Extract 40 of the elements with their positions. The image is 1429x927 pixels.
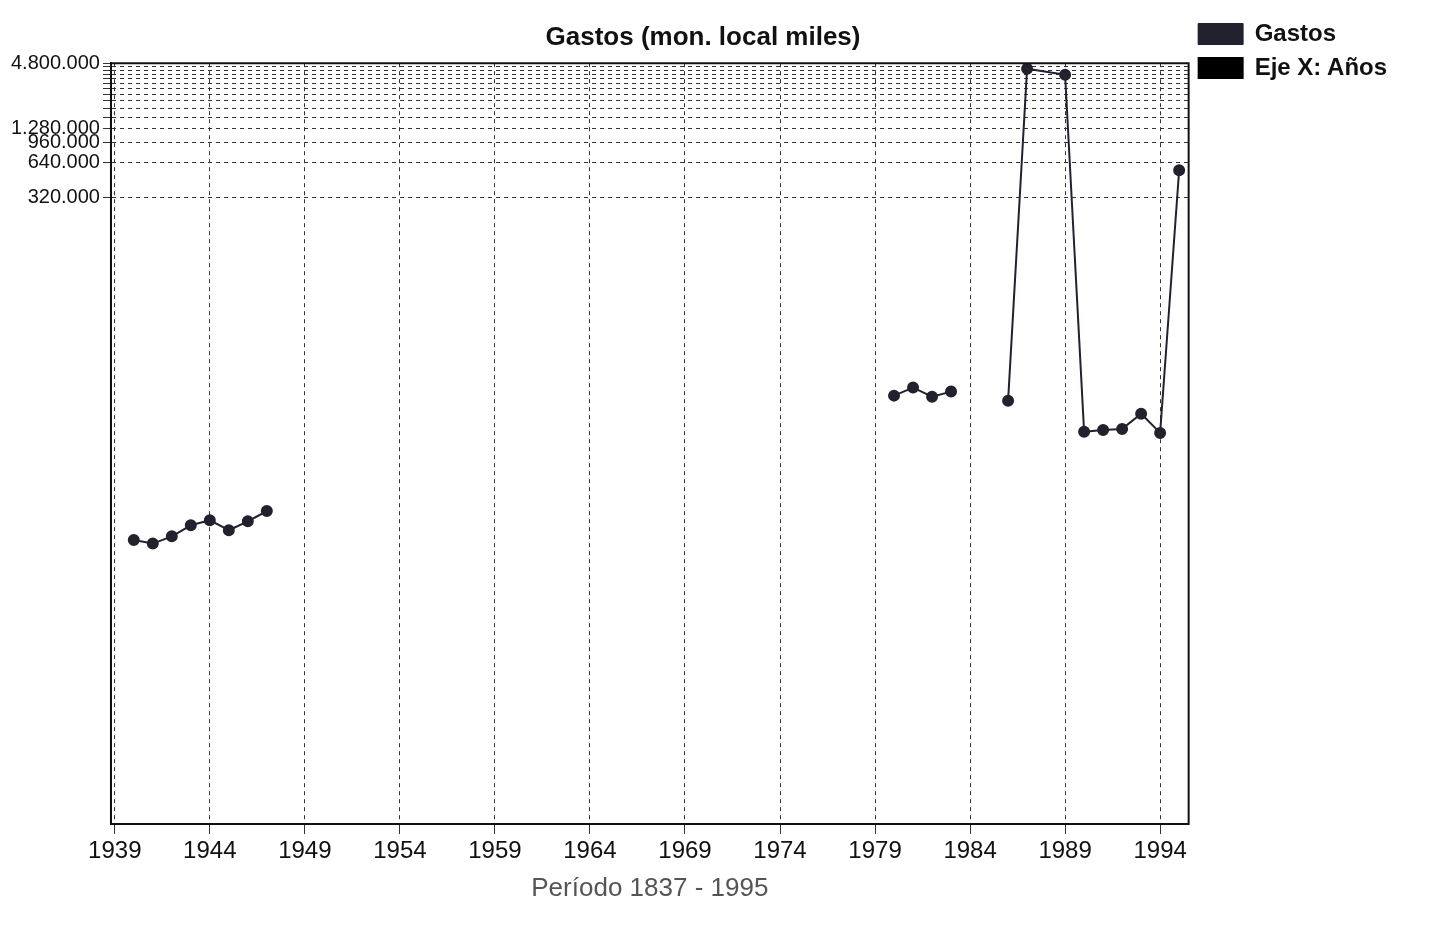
x-tick-label: 1949 [278,836,332,864]
y-tick-label: 320.000 [27,184,100,207]
x-tick-label: 1989 [1038,836,1092,864]
chart-title: Gastos (mon. local miles) [545,20,861,51]
point [222,524,235,537]
y-tick-label: 640.000 [27,150,100,173]
x-tick-label: 1979 [848,836,902,864]
x-tick-label: 1959 [468,836,522,864]
legend-label: Gastos [1254,18,1337,46]
point [1078,425,1091,438]
point [1135,407,1148,420]
point [203,514,216,527]
x-tick-label: 1969 [658,836,712,864]
point [184,519,197,532]
point [1002,394,1015,407]
x-tick-label: 1944 [183,836,237,864]
point [260,505,273,518]
x-tick-label: 1939 [88,836,142,864]
point [1059,68,1072,81]
legend-label: Eje X: Años [1254,52,1388,80]
point [165,530,178,543]
point [1097,423,1110,436]
point [1116,422,1129,435]
point [945,385,958,398]
x-tick-label: 1964 [563,836,617,864]
x-tick-label: 1954 [373,836,427,864]
point [1173,164,1186,177]
point [146,537,159,550]
point [241,515,254,528]
point [907,381,920,394]
point [1154,426,1167,439]
x-tick-label: 1984 [943,836,997,864]
x-tick-label: 1974 [753,836,807,864]
y-tick-label: 4.800.000 [10,50,100,73]
x-axis-title: Período 1837 - 1995 [531,871,769,902]
point [888,389,901,402]
point [1021,63,1034,75]
point [926,390,939,403]
point [127,533,140,546]
x-tick-label: 1994 [1133,836,1187,864]
